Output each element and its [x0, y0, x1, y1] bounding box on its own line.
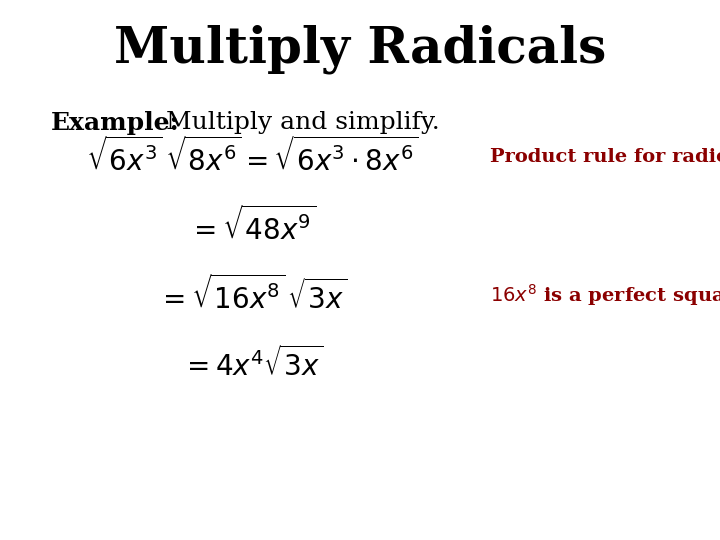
Text: $= 4x^4\sqrt{3x}$: $= 4x^4\sqrt{3x}$	[181, 346, 323, 382]
Text: Copyright © 2015, 2011, 2007 Pearson Education, Inc.: Copyright © 2015, 2011, 2007 Pearson Edu…	[207, 511, 513, 521]
Text: Chapter 7-7: Chapter 7-7	[632, 511, 698, 521]
Text: $= \sqrt{48x^9}$: $= \sqrt{48x^9}$	[188, 206, 316, 246]
Text: Multiply and simplify.: Multiply and simplify.	[166, 111, 439, 134]
Text: $= \sqrt{16x^8}\,\sqrt{3x}$: $= \sqrt{16x^8}\,\sqrt{3x}$	[157, 275, 347, 315]
Text: Multiply Radicals: Multiply Radicals	[114, 25, 606, 74]
Text: ALWAYS LEARNING: ALWAYS LEARNING	[22, 511, 139, 521]
Text: Example:: Example:	[50, 111, 179, 135]
Text: $\sqrt{6x^3}\,\sqrt{8x^6} = \sqrt{6x^3 \cdot 8x^6}$: $\sqrt{6x^3}\,\sqrt{8x^6} = \sqrt{6x^3 \…	[86, 138, 418, 177]
Text: PEARSON: PEARSON	[533, 509, 608, 523]
Text: Product rule for radicals.: Product rule for radicals.	[490, 148, 720, 166]
Text: $16x^8$ is a perfect square.: $16x^8$ is a perfect square.	[490, 282, 720, 308]
